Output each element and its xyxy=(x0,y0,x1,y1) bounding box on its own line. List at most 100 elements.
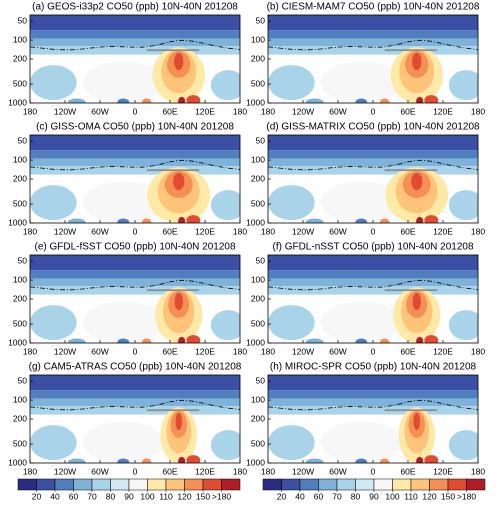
x-tick-label: 180 xyxy=(23,466,37,476)
contour-band xyxy=(268,375,478,391)
x-tick-label: 120E xyxy=(195,466,215,476)
contour-blob xyxy=(355,218,368,223)
contour-blob xyxy=(305,98,324,103)
contour-band xyxy=(268,255,478,271)
y-tick-label: 50 xyxy=(18,375,28,385)
colorbar-swatch xyxy=(128,478,148,491)
contour-blob xyxy=(117,338,130,343)
x-tick-label: 120W xyxy=(292,346,314,356)
y-tick-label: 50 xyxy=(256,15,266,25)
contour-blob xyxy=(320,421,403,463)
contour-blob xyxy=(210,430,240,461)
y-tick-label: 100 xyxy=(13,34,27,44)
y-tick-label: 1000 xyxy=(8,97,27,107)
field xyxy=(268,375,478,463)
colorbar-label: 90 xyxy=(369,491,379,501)
contour-blob xyxy=(320,301,403,343)
contour-band xyxy=(268,38,478,47)
contour-blob xyxy=(210,310,240,341)
x-tick-label: 120W xyxy=(54,106,76,116)
x-tick-label: 60W xyxy=(91,346,108,356)
colorbar-swatch xyxy=(184,478,204,491)
x-tick-label: 120E xyxy=(195,106,215,116)
panel: (d) GISS-MATRIX CO50 (ppb) 10N-40N 20120… xyxy=(246,122,485,237)
contour-blob xyxy=(380,218,390,223)
contour-blob xyxy=(178,216,186,223)
x-tick-label: 60W xyxy=(329,466,346,476)
contour-blob xyxy=(305,338,324,343)
contour-blob xyxy=(82,421,165,463)
contour-band xyxy=(268,398,478,407)
colorbar-swatch xyxy=(91,478,111,491)
contour-band xyxy=(268,390,478,399)
y-tick-label: 50 xyxy=(18,15,28,25)
colorbar-swatch xyxy=(17,478,37,491)
x-tick-label: 60W xyxy=(329,226,346,236)
x-tick-label: 180 xyxy=(23,346,37,356)
x-tick-label: 120W xyxy=(54,346,76,356)
contour-blob xyxy=(178,96,186,103)
panel: (b) CIESM-MAM7 CO50 (ppb) 10N-40N 201208… xyxy=(246,2,485,117)
x-tick-label: 0 xyxy=(133,106,138,116)
x-tick-label: 120W xyxy=(292,226,314,236)
colorbar-swatch xyxy=(221,478,241,491)
x-tick-label: 60W xyxy=(91,226,108,236)
contour-blob xyxy=(142,218,152,223)
x-tick-label: 60E xyxy=(162,106,177,116)
contour-blob xyxy=(412,292,421,311)
contour-blob xyxy=(117,98,130,103)
contour-blob xyxy=(448,430,478,461)
contour-band xyxy=(30,375,240,391)
contour-band xyxy=(268,150,478,159)
contour-blob xyxy=(305,218,324,223)
contour-blob xyxy=(178,456,186,463)
colorbar-label: 90 xyxy=(124,491,134,501)
panel-title: (e) GFDL-fSST CO50 (ppb) 10N-40N 201208 xyxy=(34,242,235,253)
x-tick-label: 120E xyxy=(195,226,215,236)
x-tick-label: 180 xyxy=(233,466,247,476)
contour-blob xyxy=(30,425,77,461)
contour-blob xyxy=(117,458,130,463)
contour-blob xyxy=(416,336,424,343)
x-tick-label: 180 xyxy=(261,346,275,356)
y-tick-label: 100 xyxy=(13,394,27,404)
x-tick-label: 180 xyxy=(233,346,247,356)
contour-blob xyxy=(173,172,185,191)
x-tick-label: 120E xyxy=(433,466,453,476)
x-tick-label: 60W xyxy=(329,106,346,116)
colorbar-label: 80 xyxy=(351,491,361,501)
contour-blob xyxy=(355,458,368,463)
panel-title: (c) GISS-OMA CO50 (ppb) 10N-40N 201208 xyxy=(36,122,234,133)
contour-blob xyxy=(67,338,86,343)
contour-blob xyxy=(210,190,240,221)
contour-blob xyxy=(186,335,201,343)
contour-band xyxy=(30,38,240,47)
contour-blob xyxy=(380,458,390,463)
contour-blob xyxy=(355,338,368,343)
x-tick-label: 60E xyxy=(400,106,415,116)
contour-band xyxy=(30,150,240,159)
contour-blob xyxy=(268,425,315,461)
colorbar-label: 60 xyxy=(69,491,79,501)
y-tick-label: 500 xyxy=(13,438,27,448)
x-tick-label: 60E xyxy=(162,226,177,236)
x-tick-label: 60E xyxy=(400,226,415,236)
y-tick-label: 1000 xyxy=(246,457,265,467)
colorbar-swatch xyxy=(373,478,393,491)
panel-title: (f) GFDL-nSST CO50 (ppb) 10N-40N 201208 xyxy=(272,242,473,253)
contour-blob xyxy=(416,96,424,103)
colorbar: 20 40 60 70 80 90 100 110 120 150 >180 xyxy=(17,478,241,501)
colorbar-label: 70 xyxy=(87,491,97,501)
field xyxy=(268,15,478,103)
panel: (e) GFDL-fSST CO50 (ppb) 10N-40N 201208 5… xyxy=(8,242,247,357)
colorbar-swatch xyxy=(36,478,56,491)
x-tick-label: 60W xyxy=(329,346,346,356)
y-tick-label: 1000 xyxy=(8,457,27,467)
contour-blob xyxy=(424,455,439,463)
contour-blob xyxy=(142,458,152,463)
contour-band xyxy=(30,30,240,39)
colorbar-swatch xyxy=(299,478,319,491)
panel: (c) GISS-OMA CO50 (ppb) 10N-40N 201208 50… xyxy=(8,122,247,237)
y-tick-label: 500 xyxy=(251,318,265,328)
contour-blob xyxy=(416,456,424,463)
